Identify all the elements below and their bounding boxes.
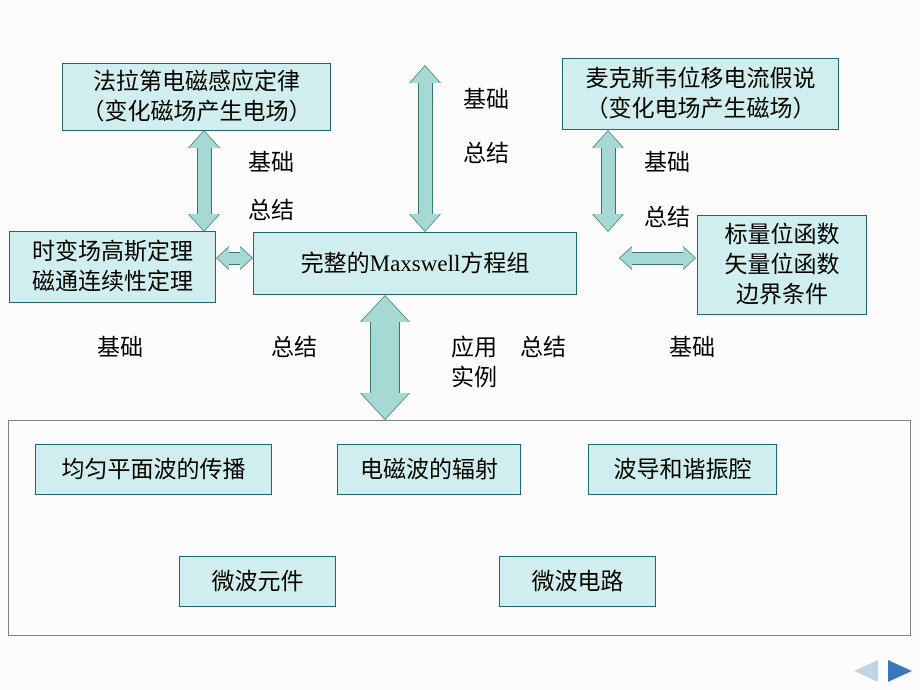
label-l6b: 实例 [451,358,497,392]
label-l5: 总结 [271,328,317,362]
box-faraday: 法拉第电磁感应定律 （变化磁场产生电场） [62,63,331,131]
label-l1a: 基础 [248,143,294,177]
label-l8: 基础 [669,328,715,362]
box-faraday-text: 法拉第电磁感应定律 （变化磁场产生电场） [82,67,312,127]
box-gauss-text: 时变场高斯定理 磁通连续性定理 [32,237,193,297]
label-l4: 基础 [97,328,143,362]
label-l1b: 总结 [248,191,294,225]
box-scalar: 标量位函数 矢量位函数 边界条件 [697,215,867,315]
box-scalar-text: 标量位函数 矢量位函数 边界条件 [725,220,840,310]
box-center-maxwell: 完整的Maxswell方程组 [253,232,577,295]
box-maxwell-disp-text: 麦克斯韦位移电流假说 （变化电场产生磁场） [586,64,816,124]
outer-application-box [8,420,911,636]
label-l3b: 总结 [644,198,690,232]
nav-prev-icon[interactable] [854,660,878,682]
box-center-text: 完整的Maxswell方程组 [301,249,530,279]
label-l2a: 基础 [463,80,509,114]
box-maxwell-displacement: 麦克斯韦位移电流假说 （变化电场产生磁场） [562,58,839,130]
label-l7: 总结 [520,328,566,362]
box-gauss: 时变场高斯定理 磁通连续性定理 [9,231,216,303]
label-l6a: 应用 [451,328,497,362]
nav-next-icon[interactable] [888,660,912,682]
label-l2b: 总结 [463,134,509,168]
label-l3a: 基础 [644,143,690,177]
